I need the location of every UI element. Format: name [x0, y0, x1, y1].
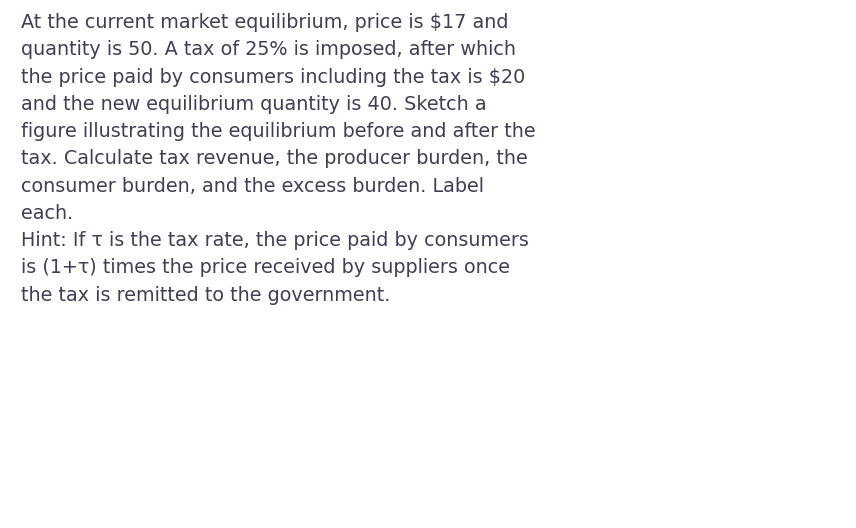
Text: At the current market equilibrium, price is $17 and
quantity is 50. A tax of 25%: At the current market equilibrium, price… [21, 13, 536, 305]
